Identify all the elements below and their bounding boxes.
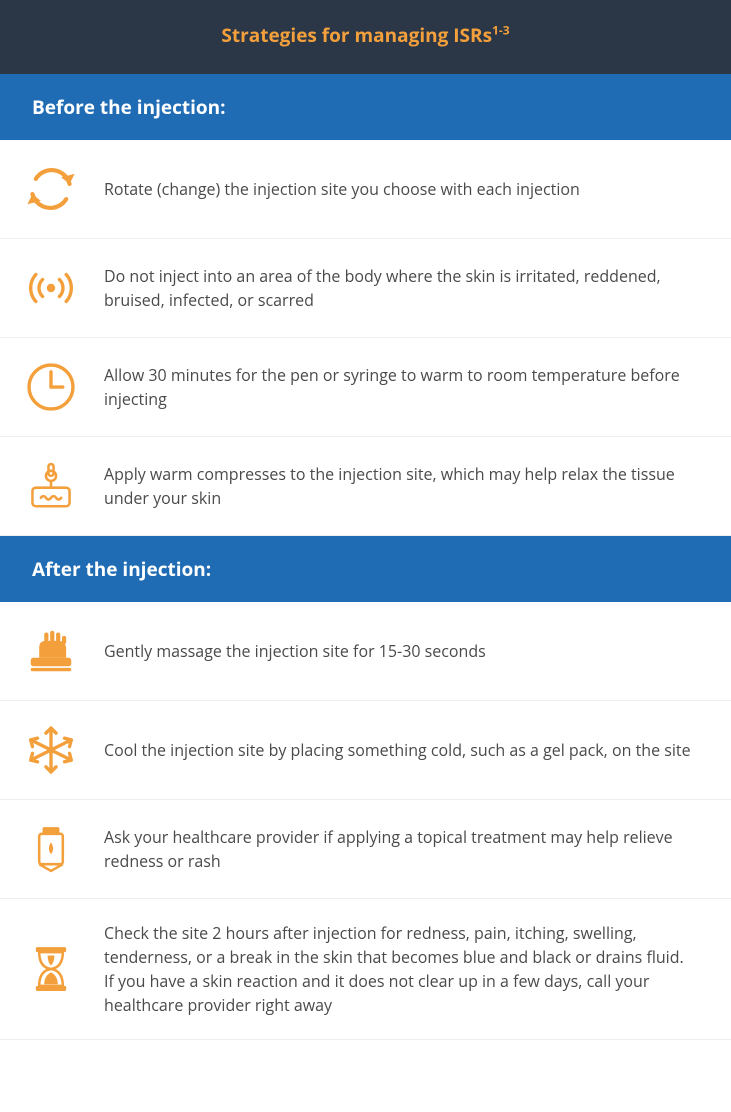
title-superscript: 1-3 bbox=[492, 22, 510, 39]
item-text: Check the site 2 hours after injection f… bbox=[94, 921, 707, 1017]
list-item: Do not inject into an area of the body w… bbox=[0, 239, 731, 338]
item-text: Ask your healthcare provider if applying… bbox=[94, 825, 707, 873]
item-text: Allow 30 minutes for the pen or syringe … bbox=[94, 363, 707, 411]
list-item: Cool the injection site by placing somet… bbox=[0, 701, 731, 800]
title-text: Strategies for managing ISRs bbox=[221, 22, 492, 48]
tube-icon bbox=[24, 822, 94, 876]
page-title: Strategies for managing ISRs1-3 bbox=[221, 22, 509, 48]
section-header-after: After the injection: bbox=[0, 536, 731, 602]
warm-compress-icon bbox=[24, 459, 94, 513]
list-item: Check the site 2 hours after injection f… bbox=[0, 899, 731, 1040]
snowflake-icon bbox=[24, 723, 94, 777]
list-item: Rotate (change) the injection site you c… bbox=[0, 140, 731, 239]
list-item: Apply warm compresses to the injection s… bbox=[0, 437, 731, 536]
list-item: Ask your healthcare provider if applying… bbox=[0, 800, 731, 899]
signal-icon bbox=[24, 261, 94, 315]
item-text: Gently massage the injection site for 15… bbox=[94, 639, 707, 663]
item-text: Cool the injection site by placing somet… bbox=[94, 738, 707, 762]
massage-icon bbox=[24, 624, 94, 678]
rotate-icon bbox=[24, 162, 94, 216]
clock-icon bbox=[24, 360, 94, 414]
item-text: Do not inject into an area of the body w… bbox=[94, 264, 707, 312]
list-item: Allow 30 minutes for the pen or syringe … bbox=[0, 338, 731, 437]
section-header-before: Before the injection: bbox=[0, 74, 731, 140]
hourglass-icon bbox=[24, 942, 94, 996]
item-text: Apply warm compresses to the injection s… bbox=[94, 462, 707, 510]
item-text: Rotate (change) the injection site you c… bbox=[94, 177, 707, 201]
list-item: Gently massage the injection site for 15… bbox=[0, 602, 731, 701]
title-bar: Strategies for managing ISRs1-3 bbox=[0, 0, 731, 74]
